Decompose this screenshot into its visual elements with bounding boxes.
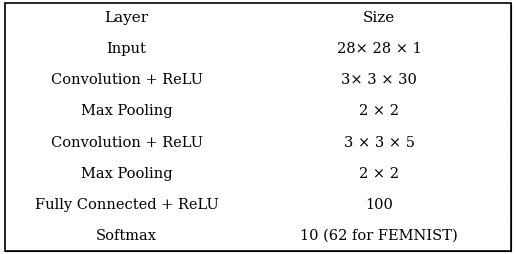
- Text: Size: Size: [363, 11, 395, 25]
- Bar: [248, 96, 511, 127]
- Bar: [5, 3, 248, 34]
- Bar: [5, 96, 248, 127]
- Bar: [5, 34, 248, 65]
- Bar: [248, 3, 511, 34]
- Text: Convolution + ReLU: Convolution + ReLU: [51, 136, 202, 150]
- Text: Max Pooling: Max Pooling: [80, 167, 172, 181]
- Text: Convolution + ReLU: Convolution + ReLU: [51, 73, 202, 87]
- Text: 2 × 2: 2 × 2: [359, 104, 399, 118]
- Bar: [248, 189, 511, 220]
- Bar: [5, 189, 248, 220]
- Bar: [5, 65, 248, 96]
- Text: Fully Connected + ReLU: Fully Connected + ReLU: [35, 198, 218, 212]
- Text: Softmax: Softmax: [96, 229, 157, 243]
- Text: 3× 3 × 30: 3× 3 × 30: [342, 73, 417, 87]
- Bar: [248, 220, 511, 251]
- Bar: [5, 127, 248, 158]
- Bar: [5, 158, 248, 189]
- Bar: [248, 158, 511, 189]
- Bar: [248, 65, 511, 96]
- Text: 10 (62 for FEMNIST): 10 (62 for FEMNIST): [300, 229, 458, 243]
- Text: Layer: Layer: [104, 11, 149, 25]
- Bar: [248, 127, 511, 158]
- Bar: [248, 34, 511, 65]
- Text: 100: 100: [365, 198, 393, 212]
- Bar: [5, 220, 248, 251]
- Text: 28× 28 × 1: 28× 28 × 1: [337, 42, 422, 56]
- Text: Input: Input: [107, 42, 147, 56]
- Text: 2 × 2: 2 × 2: [359, 167, 399, 181]
- Text: 3 × 3 × 5: 3 × 3 × 5: [344, 136, 415, 150]
- Text: Max Pooling: Max Pooling: [80, 104, 172, 118]
